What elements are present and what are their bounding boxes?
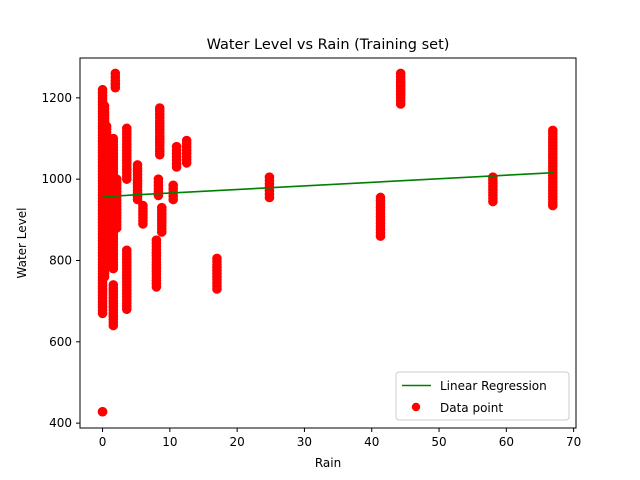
data-point-group xyxy=(138,200,148,229)
data-point xyxy=(138,219,148,229)
data-point xyxy=(153,190,164,201)
chart-title: Water Level vs Rain (Training set) xyxy=(207,37,450,53)
data-point xyxy=(375,231,386,241)
data-point-group xyxy=(212,253,222,294)
x-tick-label: 10 xyxy=(162,435,177,449)
data-point xyxy=(99,271,110,282)
plot-area xyxy=(97,68,558,417)
x-tick-label: 40 xyxy=(364,435,379,449)
data-point-group xyxy=(488,172,498,207)
data-point xyxy=(108,263,119,274)
data-point-group xyxy=(110,68,121,93)
data-point-group xyxy=(153,174,164,201)
data-point-group xyxy=(97,406,108,417)
data-point-group xyxy=(156,202,167,237)
regression-line xyxy=(102,171,554,198)
data-point xyxy=(121,174,132,184)
x-tick-label: 0 xyxy=(99,435,107,449)
y-tick-label: 600 xyxy=(49,335,72,349)
x-tick-label: 60 xyxy=(499,435,514,449)
data-point xyxy=(121,304,132,315)
legend: Linear Regression Data point xyxy=(395,371,570,421)
x-axis-label: Rain xyxy=(315,456,341,470)
data-point xyxy=(151,282,162,292)
data-point-group xyxy=(151,235,162,292)
data-point xyxy=(97,308,108,319)
x-tick-label: 20 xyxy=(230,435,245,449)
data-point xyxy=(97,406,108,417)
x-axis: 0 10 20 30 40 50 60 70 xyxy=(99,428,581,449)
data-point xyxy=(110,82,121,93)
data-point-group xyxy=(121,123,132,184)
y-axis-label: Water Level xyxy=(15,208,29,279)
data-point-group xyxy=(547,125,558,211)
y-axis: 400 600 800 1000 1200 xyxy=(41,91,80,430)
data-point xyxy=(181,158,192,168)
y-tick-label: 800 xyxy=(49,253,72,267)
x-tick-label: 70 xyxy=(566,435,581,449)
data-point xyxy=(547,200,558,211)
data-point xyxy=(264,192,275,203)
data-point xyxy=(488,196,498,207)
data-point xyxy=(168,194,179,205)
data-point xyxy=(111,223,122,233)
y-tick-label: 400 xyxy=(49,416,72,430)
axes-frame xyxy=(79,57,577,429)
legend-label-regression: Linear Regression xyxy=(440,379,547,393)
data-point-group xyxy=(375,192,386,241)
data-point-group xyxy=(121,245,132,315)
data-point xyxy=(171,162,182,172)
data-point-group xyxy=(132,160,143,205)
data-point xyxy=(395,99,406,109)
legend-label-datapoint: Data point xyxy=(440,401,503,415)
data-point-group xyxy=(111,174,122,233)
x-tick-label: 30 xyxy=(297,435,312,449)
data-point xyxy=(154,149,165,160)
y-tick-label: 1200 xyxy=(41,91,72,105)
data-point xyxy=(108,320,119,331)
y-tick-label: 1000 xyxy=(41,172,72,186)
data-point-group xyxy=(395,68,406,109)
data-point-group xyxy=(181,135,192,168)
x-tick-label: 50 xyxy=(431,435,446,449)
legend-marker-swatch xyxy=(411,402,421,412)
data-point-group xyxy=(154,103,165,160)
data-point xyxy=(156,227,167,237)
legend-box xyxy=(395,371,570,421)
data-point-group xyxy=(108,280,119,331)
data-point xyxy=(212,284,222,294)
data-point-group xyxy=(171,141,182,172)
